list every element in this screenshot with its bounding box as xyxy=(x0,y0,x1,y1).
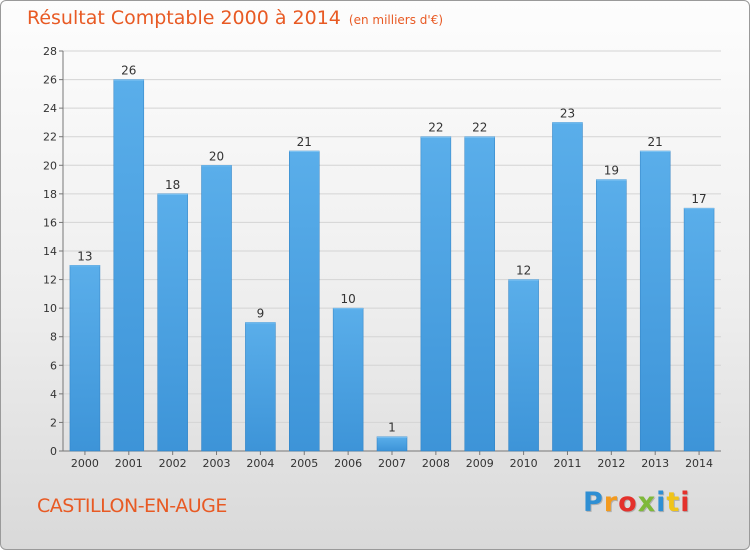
bar-2001 xyxy=(113,79,145,452)
bar-2000 xyxy=(69,265,101,452)
y-tick-label: 14 xyxy=(43,245,57,258)
bar-2007 xyxy=(376,436,408,452)
data-label-2010: 12 xyxy=(516,264,531,278)
proxiti-logo[interactable]: Proxiti xyxy=(583,487,691,518)
x-tick-labels: 2000 2001 2002 2003 2004 2005 2006 2007 2008 2009… xyxy=(71,457,713,470)
bar-2004 xyxy=(245,322,276,452)
x-tick-label-2009: 2009 xyxy=(466,457,494,470)
bar-2005 xyxy=(289,150,320,452)
town-name: CASTILLON-EN-AUGE xyxy=(37,495,227,517)
data-label-2002: 18 xyxy=(165,178,180,192)
data-label-2014: 17 xyxy=(691,192,706,206)
bar-2014 xyxy=(683,207,715,452)
bar-2011 xyxy=(552,122,583,452)
bar-2003 xyxy=(201,165,232,452)
y-tick-label: 28 xyxy=(43,45,57,58)
y-tick-label: 26 xyxy=(43,74,57,87)
x-tick-label-2006: 2006 xyxy=(334,457,362,470)
y-tick-label: 24 xyxy=(43,102,57,115)
y-tick-label: 12 xyxy=(43,274,57,287)
y-tick-label: 10 xyxy=(43,302,57,315)
data-label-2009: 22 xyxy=(472,121,487,135)
data-label-2013: 21 xyxy=(648,135,663,149)
x-tick-label-2007: 2007 xyxy=(378,457,406,470)
data-label-2000: 13 xyxy=(77,249,92,263)
x-tick-label-2004: 2004 xyxy=(246,457,274,470)
x-tick-label-2003: 2003 xyxy=(203,457,231,470)
bar-2008 xyxy=(420,136,452,452)
x-tick-label-2008: 2008 xyxy=(422,457,450,470)
data-label-2008: 22 xyxy=(428,121,443,135)
bar-2009 xyxy=(464,136,495,452)
chart-title-text: Résultat Comptable 2000 à 2014 xyxy=(27,7,341,29)
x-tick-label-2002: 2002 xyxy=(159,457,187,470)
y-tick-label: 8 xyxy=(50,331,57,344)
bar-2002 xyxy=(157,193,188,452)
chart-subtitle: (en milliers d'€) xyxy=(348,13,444,27)
x-tick-label-2014: 2014 xyxy=(685,457,713,470)
y-tick-label: 22 xyxy=(43,131,57,144)
data-label-2001: 26 xyxy=(121,64,136,78)
bar-2006 xyxy=(332,307,364,452)
data-label-2006: 10 xyxy=(340,292,355,306)
y-tick-label: 0 xyxy=(50,445,57,458)
y-tick-label: 16 xyxy=(43,216,57,229)
x-tick-label-2012: 2012 xyxy=(597,457,625,470)
data-label-2004: 9 xyxy=(257,306,265,320)
x-tick-label-2010: 2010 xyxy=(510,457,538,470)
bars xyxy=(69,79,715,452)
x-tick-label-2013: 2013 xyxy=(641,457,669,470)
x-tick-label-2005: 2005 xyxy=(290,457,318,470)
y-tick-label: 18 xyxy=(43,188,57,201)
y-tick-label: 4 xyxy=(50,388,57,401)
bar-2010 xyxy=(508,279,539,452)
data-label-2011: 23 xyxy=(560,106,575,120)
data-label-2005: 21 xyxy=(297,135,312,149)
bar-2013 xyxy=(639,150,671,452)
y-tick-label: 2 xyxy=(50,416,57,429)
y-tick-label: 20 xyxy=(43,159,57,172)
data-label-2003: 20 xyxy=(209,149,224,163)
y-tick-label: 6 xyxy=(50,359,57,372)
x-tick-label-2001: 2001 xyxy=(115,457,143,470)
bar-2012 xyxy=(596,179,627,452)
x-tick-label-2000: 2000 xyxy=(71,457,99,470)
data-label-2007: 1 xyxy=(388,421,396,435)
x-tick-label-2011: 2011 xyxy=(553,457,581,470)
chart-title: Résultat Comptable 2000 à 2014 (en millie… xyxy=(27,7,443,29)
data-labels: 13 26 18 20 9 21 10 1 22 22 12 23 19 21 17 xyxy=(77,64,706,435)
data-label-2012: 19 xyxy=(604,164,619,178)
